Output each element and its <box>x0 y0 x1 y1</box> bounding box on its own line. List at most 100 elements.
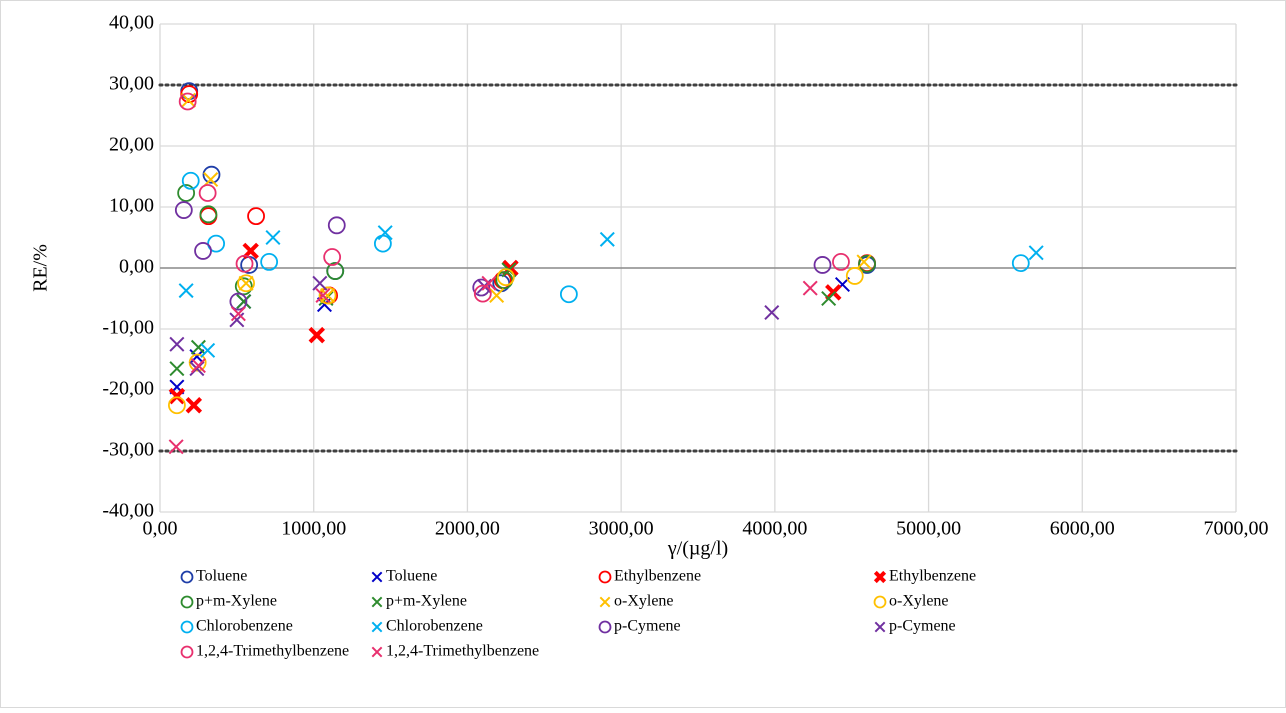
legend-marker <box>371 621 383 633</box>
legend-marker <box>598 570 612 584</box>
point <box>858 254 876 273</box>
legend-label: Ethylbenzene <box>889 568 976 585</box>
legend-marker <box>180 595 194 609</box>
point <box>200 342 216 358</box>
point <box>377 225 393 241</box>
x-axis-label: γ/(µg/l) <box>667 538 728 560</box>
legend-label: Chlorobenzene <box>196 618 293 635</box>
legend-label: Chlorobenzene <box>386 618 483 635</box>
point <box>832 252 850 271</box>
legend-label: p+m-Xylene <box>196 593 277 610</box>
legend-label: Toluene <box>196 568 247 585</box>
point <box>260 252 279 271</box>
legend-label: p-Cymene <box>889 618 956 635</box>
point <box>265 229 281 246</box>
point <box>181 171 200 190</box>
legend-marker <box>598 620 612 634</box>
point <box>318 286 337 305</box>
point <box>168 396 186 415</box>
point <box>235 254 254 273</box>
point <box>189 348 205 364</box>
y-tick-label: 40,00 <box>109 12 154 34</box>
point <box>236 294 252 310</box>
point <box>327 216 346 235</box>
point <box>190 339 206 355</box>
point <box>237 274 255 293</box>
point <box>308 326 326 344</box>
legend-marker <box>371 596 383 608</box>
legend-label: 1,2,4-Trimethylbenzene <box>386 643 539 660</box>
point <box>199 205 218 224</box>
point <box>234 277 253 296</box>
y-tick-label: 30,00 <box>109 73 154 95</box>
x-tick-label: 7000,00 <box>1204 518 1269 540</box>
x-tick-label: 4000,00 <box>742 518 807 540</box>
point <box>198 184 217 202</box>
point <box>320 287 336 303</box>
point <box>856 254 872 270</box>
point <box>845 267 864 285</box>
legend-marker <box>873 570 887 584</box>
point <box>312 275 328 291</box>
point <box>178 283 194 299</box>
y-tick-label: 10,00 <box>109 195 154 217</box>
x-tick-label: 0,00 <box>143 518 178 540</box>
x-tick-label: 2000,00 <box>435 518 500 540</box>
legend-marker <box>873 595 887 609</box>
point <box>202 165 221 184</box>
legend-label: 1,2,4-Trimethylbenzene <box>196 643 349 660</box>
point <box>559 285 578 304</box>
legend-marker <box>371 571 383 583</box>
y-tick-label: 0,00 <box>119 256 154 278</box>
point <box>189 361 205 377</box>
legend-marker <box>180 570 194 584</box>
y-tick-label: -30,00 <box>102 439 154 461</box>
x-tick-label: 5000,00 <box>896 518 961 540</box>
point <box>203 172 219 188</box>
y-tick-label: -10,00 <box>102 317 154 339</box>
point <box>229 292 248 311</box>
point <box>238 275 254 291</box>
point <box>247 207 265 226</box>
legend-marker <box>874 621 886 633</box>
point <box>599 231 615 247</box>
point <box>1011 254 1030 273</box>
legend-label: p+m-Xylene <box>386 593 467 610</box>
x-tick-label: 1000,00 <box>281 518 346 540</box>
point <box>185 397 203 414</box>
point <box>481 275 497 291</box>
point <box>207 234 226 253</box>
x-tick-label: 6000,00 <box>1050 518 1115 540</box>
y-tick-label: -40,00 <box>102 500 154 522</box>
point <box>1028 245 1044 261</box>
point <box>178 92 197 111</box>
point <box>168 439 184 455</box>
point <box>194 242 212 260</box>
legend-label: o-Xylene <box>614 593 674 610</box>
point <box>168 387 186 405</box>
point <box>229 312 245 328</box>
point <box>473 284 492 303</box>
legend-label: o-Xylene <box>889 593 949 610</box>
legend-label: p-Cymene <box>614 618 681 635</box>
legend-label: Ethylbenzene <box>614 568 701 585</box>
legend-marker <box>599 596 611 608</box>
y-tick-label: -20,00 <box>102 378 154 400</box>
point <box>169 336 185 352</box>
point <box>821 290 837 307</box>
point <box>177 184 196 202</box>
x-tick-label: 3000,00 <box>589 518 654 540</box>
y-tick-label: 20,00 <box>109 134 154 156</box>
point <box>323 248 342 266</box>
legend-marker <box>180 620 194 634</box>
legend-label: Toluene <box>386 568 437 585</box>
point <box>496 268 515 287</box>
point <box>813 256 832 274</box>
point <box>190 358 206 374</box>
point <box>764 305 780 321</box>
point <box>174 201 193 219</box>
point <box>326 262 345 280</box>
point <box>825 284 842 301</box>
